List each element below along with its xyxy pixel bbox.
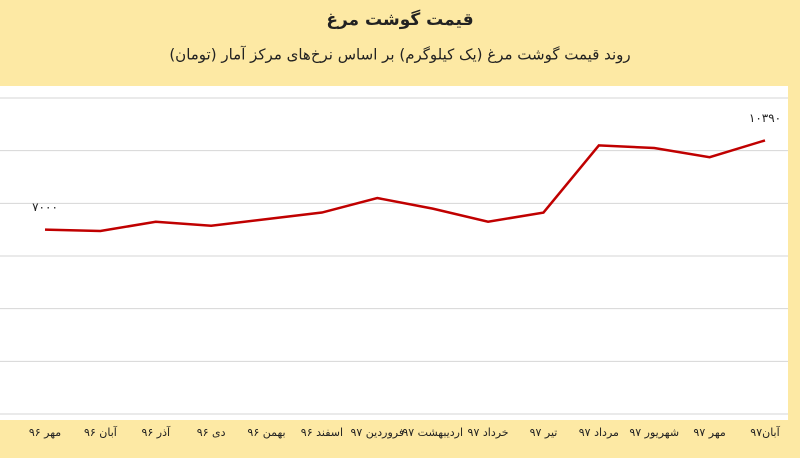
x-tick-label: مهر ۹۷ [693, 426, 725, 439]
x-tick-label: فروردین ۹۷ [350, 426, 404, 439]
x-tick-label: اردیبهشت ۹۷ [402, 426, 463, 439]
x-tick-label: آبان ۹۶ [84, 425, 118, 439]
x-tick-label: شهریور ۹۷ [629, 426, 679, 439]
x-tick-label: آبان۹۷ [750, 425, 780, 439]
data-label: ۷۰۰۰ [32, 200, 58, 214]
x-tick-label: تیر ۹۷ [530, 426, 558, 439]
x-tick-label: آذر ۹۶ [141, 425, 171, 439]
chart-subtitle: روند قیمت گوشت مرغ (یک کیلوگرم) بر اساس … [169, 46, 630, 64]
x-tick-label: بهمن ۹۶ [247, 426, 285, 439]
x-tick-label: خرداد ۹۷ [468, 426, 509, 439]
line-series [44, 139, 766, 233]
x-tick-label: دی ۹۶ [197, 426, 226, 439]
chart-title: قیمت گوشت مرغ [326, 9, 473, 30]
x-tick-label: مهر ۹۶ [29, 426, 61, 439]
data-label: ۱۰۳۹۰ [749, 111, 781, 125]
x-tick-label: مرداد ۹۷ [579, 426, 619, 439]
plot-area [0, 86, 788, 420]
x-tick-label: اسفند ۹۶ [301, 426, 343, 439]
